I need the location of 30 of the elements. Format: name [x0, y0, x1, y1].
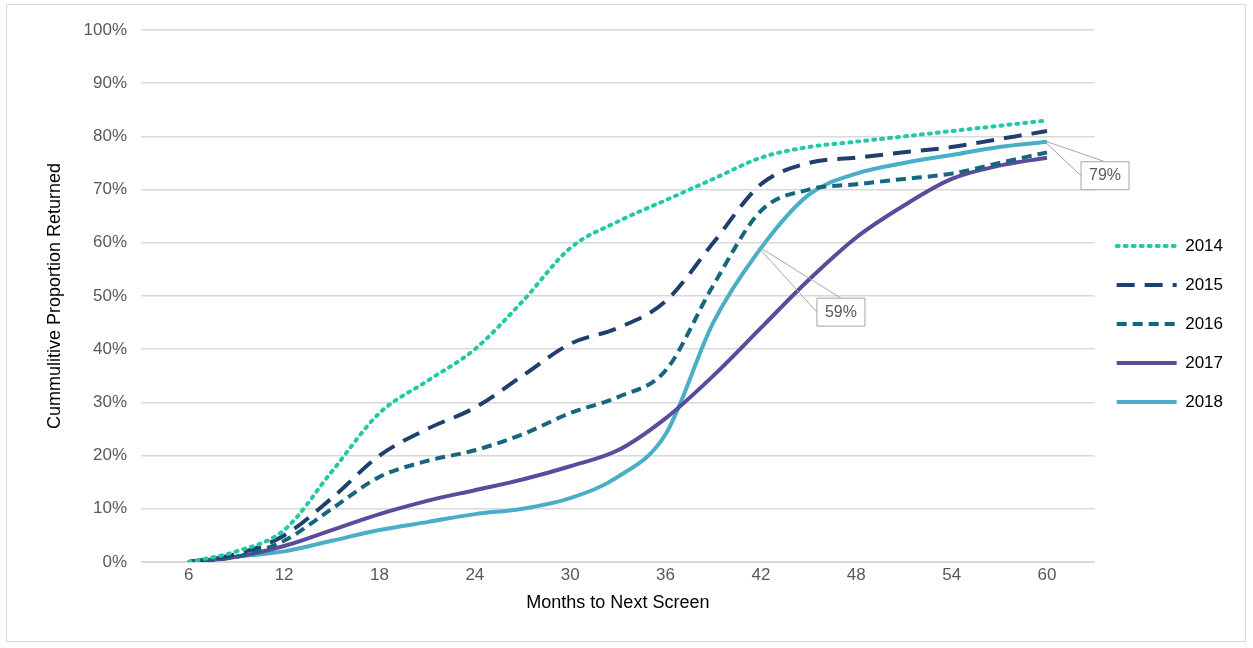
x-tick-label: 30: [560, 564, 580, 584]
y-tick-label: 0%: [102, 551, 128, 571]
y-tick-label: 70%: [93, 179, 128, 199]
y-axis-title: Cummulitive Proportion Returned: [43, 162, 64, 430]
x-tick-label: 12: [274, 564, 294, 584]
y-tick-label: 10%: [93, 498, 128, 518]
x-tick-label: 54: [942, 564, 962, 584]
y-tick-label: 90%: [93, 72, 128, 92]
x-tick-label: 36: [656, 564, 676, 584]
legend-label: 2014: [1185, 235, 1224, 255]
x-tick-label: 60: [1037, 564, 1057, 584]
legend-label: 2016: [1185, 313, 1224, 333]
x-tick-label: 24: [465, 564, 485, 584]
x-tick-label: 48: [846, 564, 866, 584]
y-tick-label: 100%: [83, 19, 128, 39]
x-tick-label: 6: [184, 564, 194, 584]
x-axis-title: Months to Next Screen: [526, 592, 710, 613]
annotation: 79%: [1089, 166, 1122, 184]
y-tick-label: 80%: [93, 126, 128, 146]
annotation: 59%: [824, 302, 857, 320]
x-tick-label: 42: [751, 564, 771, 584]
legend-label: 2015: [1185, 274, 1224, 294]
y-tick-label: 50%: [93, 285, 128, 305]
legend-label: 2017: [1185, 352, 1224, 372]
y-tick-label: 60%: [93, 232, 128, 252]
y-tick-label: 30%: [93, 392, 128, 412]
x-tick-label: 18: [370, 564, 389, 584]
y-tick-label: 40%: [93, 338, 128, 358]
y-tick-label: 20%: [93, 445, 128, 465]
legend-label: 2018: [1185, 391, 1224, 411]
